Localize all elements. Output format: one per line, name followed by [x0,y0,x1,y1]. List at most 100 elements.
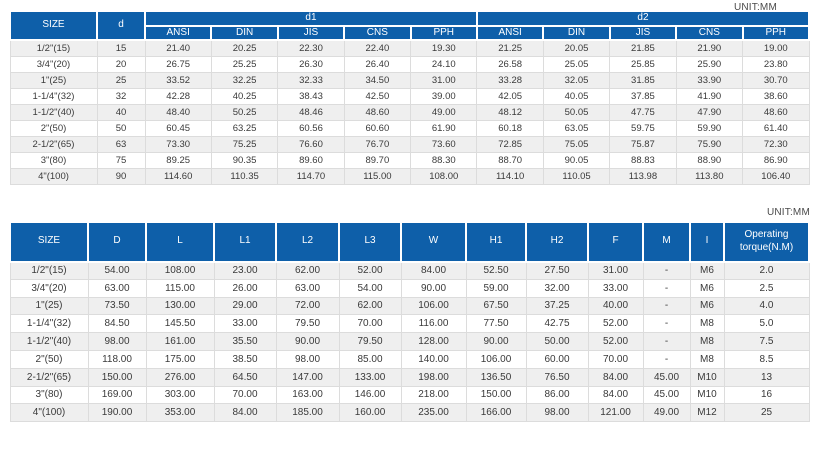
d2-value-cell: 90.05 [542,151,611,169]
column-header-l1: L1 [213,220,277,263]
d1-value-cell: 60.56 [277,119,345,137]
value-cell: 169.00 [87,385,147,405]
d2-value-cell: 25.05 [542,55,611,73]
column-header-h2: H2 [525,220,589,263]
column-header-size: SIZE [9,10,98,41]
d1-value-cell: 31.00 [410,71,478,89]
d1-value-cell: 26.40 [343,55,412,73]
column-header-ansi: ANSI [143,24,213,41]
group-header-d2: d2 [475,10,811,27]
value-cell: 90.00 [275,332,340,351]
d1-value-cell: 73.30 [144,135,212,153]
value-cell: 108.00 [145,261,215,280]
d1-value-cell: 42.50 [343,87,412,105]
column-header-w: W [400,220,467,263]
value-cell: 70.00 [587,349,644,369]
size-cell: 1-1/4"(32) [9,314,89,334]
column-header-din: DIN [542,24,611,41]
table-row: ANSI DIN JIS CNS PPH ANSI DIN JIS CNS PPH [10,24,811,41]
value-cell: 25 [723,403,810,423]
d1-value-cell: 73.60 [410,135,478,153]
d1-value-cell: 32.25 [210,71,279,89]
d2-value-cell: 110.05 [542,167,611,185]
value-cell: - [642,314,691,334]
value-cell: 160.00 [338,403,402,423]
unit-label-bottom: UNIT:MM [766,206,810,218]
d2-value-cell: 21.85 [609,39,677,57]
table-row: 1"(25) 25 33.52 32.25 32.33 34.50 31.00 33.28 32… [9,71,810,89]
value-cell: - [642,349,691,369]
size-cell: 4"(100) [9,403,89,423]
d1-value-cell: 40.25 [210,87,279,105]
d2-value-cell: 50.05 [542,103,611,121]
d1-value-cell: 48.60 [343,103,412,121]
value-cell: 145.50 [145,314,215,334]
d2-value-cell: 25.85 [609,55,677,73]
table-row: 3/4"(20) 20 26.75 25.25 26.30 26.40 24.10 26.58… [9,55,810,73]
table-row: 1"(25) 73.50 130.00 29.00 72.00 62.00 106.00 67… [9,296,810,316]
column-header-i: I [689,220,725,263]
value-cell: - [642,332,691,351]
value-cell: 77.50 [465,314,527,334]
column-header-operating-torque-n-m-: Operating torque(N.M) [723,220,810,263]
value-cell: 85.00 [338,349,402,369]
value-cell: M6 [689,278,725,298]
value-cell: 353.00 [145,403,215,423]
d2-value-cell: 47.75 [609,103,677,121]
value-cell: 106.00 [465,349,527,369]
d2-value-cell: 20.05 [542,39,611,57]
column-header-d: D [87,220,147,263]
d1-value-cell: 115.00 [343,167,412,185]
value-cell: - [642,261,691,280]
value-cell: 163.00 [275,385,340,405]
value-cell: 64.50 [213,367,277,387]
dimensions-table: SIZE D L L1 L2 L3 W H1 H2 F M I Operating torque(N.M… [9,220,810,423]
d1-value-cell: 42.28 [144,87,212,105]
table-row: 2-1/2"(65) 150.00 276.00 64.50 147.00 133.00 1… [9,367,810,387]
table-row: 3/4"(20) 63.00 115.00 26.00 63.00 54.00 90.00 5… [9,278,810,298]
d1-value-cell: 39.00 [410,87,478,105]
d2-value-cell: 38.60 [742,87,810,105]
value-cell: 198.00 [400,367,467,387]
size-cell: 2"(50) [9,119,98,137]
d1-value-cell: 34.50 [343,71,412,89]
d2-value-cell: 61.40 [742,119,810,137]
value-cell: 106.00 [400,296,467,316]
value-cell: 62.00 [275,261,340,280]
d2-value-cell: 60.18 [476,119,544,137]
d1-value-cell: 60.45 [144,119,212,137]
value-cell: 84.50 [87,314,147,334]
d-cell: 90 [96,167,146,185]
value-cell: 29.00 [213,296,277,316]
value-cell: 54.00 [87,261,147,280]
d1-value-cell: 108.00 [410,167,478,185]
d1-value-cell: 48.40 [144,103,212,121]
d2-value-cell: 47.90 [675,103,744,121]
size-cell: 1-1/2"(40) [9,103,98,121]
value-cell: 45.00 [642,367,691,387]
d2-value-cell: 114.10 [476,167,544,185]
diameter-table-header: SIZE d d1 d2 ANSI DIN JIS CNS PPH ANSI DIN JIS CNS PP… [9,10,811,41]
d1-value-cell: 114.60 [144,167,212,185]
size-cell: 1/2"(15) [9,39,98,57]
column-header-cns: CNS [343,24,412,41]
d2-value-cell: 75.05 [542,135,611,153]
value-cell: M6 [689,296,725,316]
dimensions-table-body: 1/2"(15) 54.00 108.00 23.00 62.00 52.00 84.00 5… [9,261,810,423]
value-cell: 63.00 [275,278,340,298]
d2-value-cell: 23.80 [742,55,810,73]
diameter-table-body: 1/2"(15) 15 21.40 20.25 22.30 22.40 19.30 21.25… [9,39,810,185]
value-cell: 185.00 [275,403,340,423]
d2-value-cell: 86.90 [742,151,810,169]
d-cell: 25 [96,71,146,89]
column-header-jis: JIS [608,24,678,41]
value-cell: 276.00 [145,367,215,387]
column-header-d: d [96,10,146,41]
value-cell: 45.00 [642,385,691,405]
size-cell: 1"(25) [9,71,98,89]
size-cell: 3"(80) [9,151,98,169]
d2-value-cell: 21.90 [675,39,744,57]
size-cell: 2"(50) [9,349,89,369]
d2-value-cell: 42.05 [476,87,544,105]
table-row: 1-1/4"(32) 84.50 145.50 33.00 79.50 70.00 116.… [9,314,810,334]
